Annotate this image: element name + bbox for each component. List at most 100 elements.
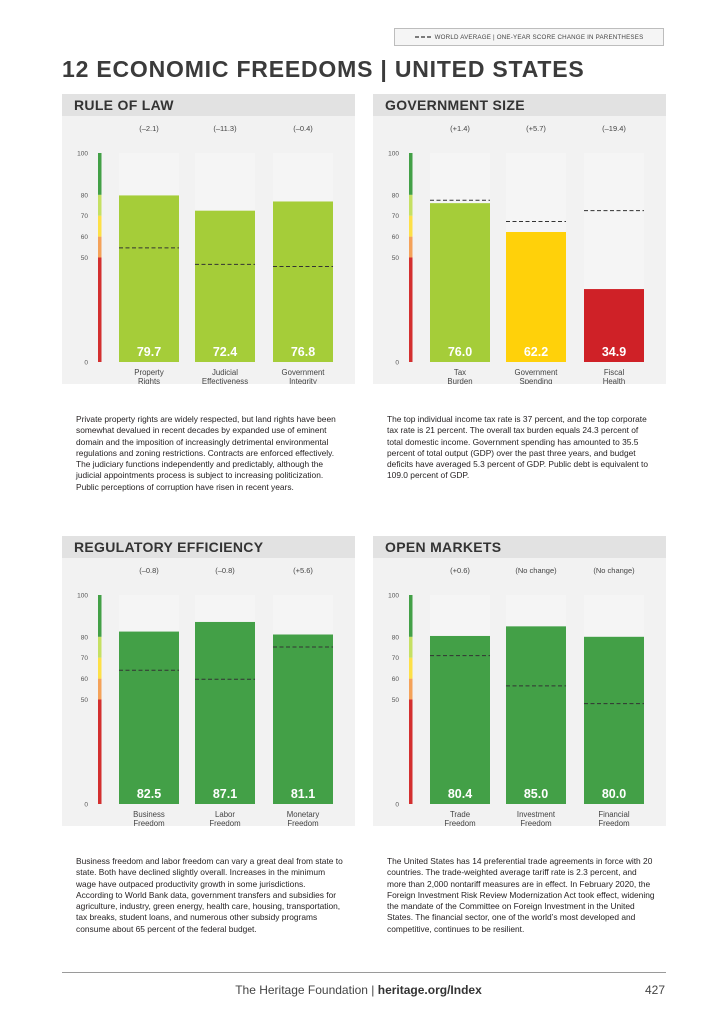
data-label: 85.0 <box>524 787 548 801</box>
scale-segment <box>409 595 413 637</box>
y-tick-label: 70 <box>81 655 89 662</box>
scale-segment <box>409 699 413 804</box>
category-label: Freedom <box>520 819 551 826</box>
y-tick-label: 0 <box>84 360 88 367</box>
legend-text: WORLD AVERAGE | ONE-YEAR SCORE CHANGE IN… <box>434 33 644 41</box>
panel-title: RULE OF LAW <box>62 94 355 116</box>
y-tick-label: 80 <box>392 192 400 199</box>
scale-segment <box>409 215 413 237</box>
scale-segment <box>409 678 413 700</box>
category-label: Investment <box>517 810 556 819</box>
scale-segment <box>409 194 413 216</box>
bar <box>273 201 333 362</box>
y-tick-label: 80 <box>81 192 89 199</box>
bar <box>506 232 566 362</box>
y-tick-label: 100 <box>388 593 399 600</box>
category-label: Government <box>282 368 326 377</box>
data-label: 34.9 <box>602 345 626 359</box>
category-label: Integrity <box>289 377 317 384</box>
y-tick-label: 60 <box>81 676 89 683</box>
legend-box: WORLD AVERAGE | ONE-YEAR SCORE CHANGE IN… <box>394 28 664 46</box>
panel-rule-of-law: RULE OF LAW 100 80 70 60 50 0 79.7 (–2.1) Proper… <box>62 94 355 384</box>
bar <box>430 635 490 804</box>
change-label: (–11.3) <box>213 124 237 133</box>
scale-segment <box>409 657 413 679</box>
y-tick-label: 50 <box>81 697 89 704</box>
page-number: 427 <box>644 983 665 997</box>
data-label: 79.7 <box>137 345 161 359</box>
data-label: 87.1 <box>213 787 237 801</box>
category-label: Freedom <box>598 819 629 826</box>
chart-open-markets: 10080706050080.4(+0.6)TradeFreedom85.0(N… <box>388 566 644 826</box>
chart-regulatory-efficiency: 10080706050082.5(–0.8)BusinessFreedom87.… <box>77 566 333 826</box>
bar <box>430 203 490 362</box>
data-label: 76.8 <box>291 345 315 359</box>
panel-title: OPEN MARKETS <box>373 536 666 558</box>
category-label: Rights <box>138 377 160 384</box>
category-label: Health <box>603 377 626 384</box>
data-label: 72.4 <box>213 345 237 359</box>
category-label: Trade <box>450 810 470 819</box>
category-label: Monetary <box>287 810 320 819</box>
scale-segment <box>98 236 102 258</box>
change-label: (+1.4) <box>450 124 470 133</box>
data-label: 76.0 <box>448 345 472 359</box>
description-open-markets: The United States has 14 preferential tr… <box>387 856 655 934</box>
y-tick-label: 0 <box>395 802 399 809</box>
category-label: Burden <box>447 377 472 384</box>
change-label: (+0.6) <box>450 566 470 575</box>
change-label: (–19.4) <box>602 124 626 133</box>
bar <box>119 631 179 804</box>
y-tick-label: 60 <box>392 676 400 683</box>
category-label: Property <box>134 368 164 377</box>
category-label: Tax <box>454 368 466 377</box>
scale-segment <box>409 257 413 362</box>
change-label: (+5.7) <box>526 124 546 133</box>
category-label: Freedom <box>444 819 475 826</box>
change-label: (–0.8) <box>139 566 159 575</box>
scale-segment <box>98 595 102 637</box>
scale-segment <box>98 657 102 679</box>
y-tick-label: 80 <box>81 634 89 641</box>
bar <box>584 636 644 804</box>
footer-credit: The Heritage Foundation | heritage.org/I… <box>0 983 717 997</box>
change-label: (–0.8) <box>215 566 235 575</box>
scale-segment <box>98 257 102 362</box>
description-government-size: The top individual income tax rate is 37… <box>387 414 649 481</box>
category-label: Business <box>133 810 165 819</box>
y-tick-label: 0 <box>395 360 399 367</box>
description-rule-of-law: Private property rights are widely respe… <box>76 414 336 492</box>
category-label: Effectiveness <box>202 377 248 384</box>
category-label: Freedom <box>209 819 240 826</box>
data-label: 80.0 <box>602 787 626 801</box>
y-tick-label: 100 <box>77 151 88 158</box>
y-tick-label: 70 <box>392 213 400 220</box>
scale-segment <box>98 678 102 700</box>
panel-open-markets: OPEN MARKETS 100 80 70 60 50 0 80.4 (+0.6) Trade… <box>373 536 666 826</box>
footer-url: heritage.org/Index <box>377 983 482 997</box>
scale-segment <box>98 699 102 804</box>
data-label: 80.4 <box>448 787 472 801</box>
page-title: 12 ECONOMIC FREEDOMS | UNITED STATES <box>62 56 585 82</box>
panel-title: REGULATORY EFFICIENCY <box>62 536 355 558</box>
panel-regulatory-efficiency: REGULATORY EFFICIENCY 100 80 70 60 50 0 82.5 (–… <box>62 536 355 826</box>
category-label: Government <box>515 368 559 377</box>
category-label: Labor <box>215 810 235 819</box>
change-label: (No change) <box>593 566 635 575</box>
category-label: Fiscal <box>604 368 625 377</box>
category-label: Freedom <box>287 819 318 826</box>
bar <box>195 621 255 804</box>
scale-segment <box>98 636 102 658</box>
y-tick-label: 60 <box>81 234 89 241</box>
panel-government-size: GOVERNMENT SIZE 100 80 70 60 50 0 76.0 (+1.4) Ta… <box>373 94 666 384</box>
scale-segment <box>98 215 102 237</box>
footer-org: The Heritage Foundation | <box>235 983 378 997</box>
category-label: Spending <box>520 377 553 384</box>
description-regulatory-efficiency: Business freedom and labor freedom can v… <box>76 856 343 934</box>
y-tick-label: 100 <box>77 593 88 600</box>
bar <box>506 626 566 804</box>
category-label: Freedom <box>133 819 164 826</box>
bar <box>195 210 255 362</box>
